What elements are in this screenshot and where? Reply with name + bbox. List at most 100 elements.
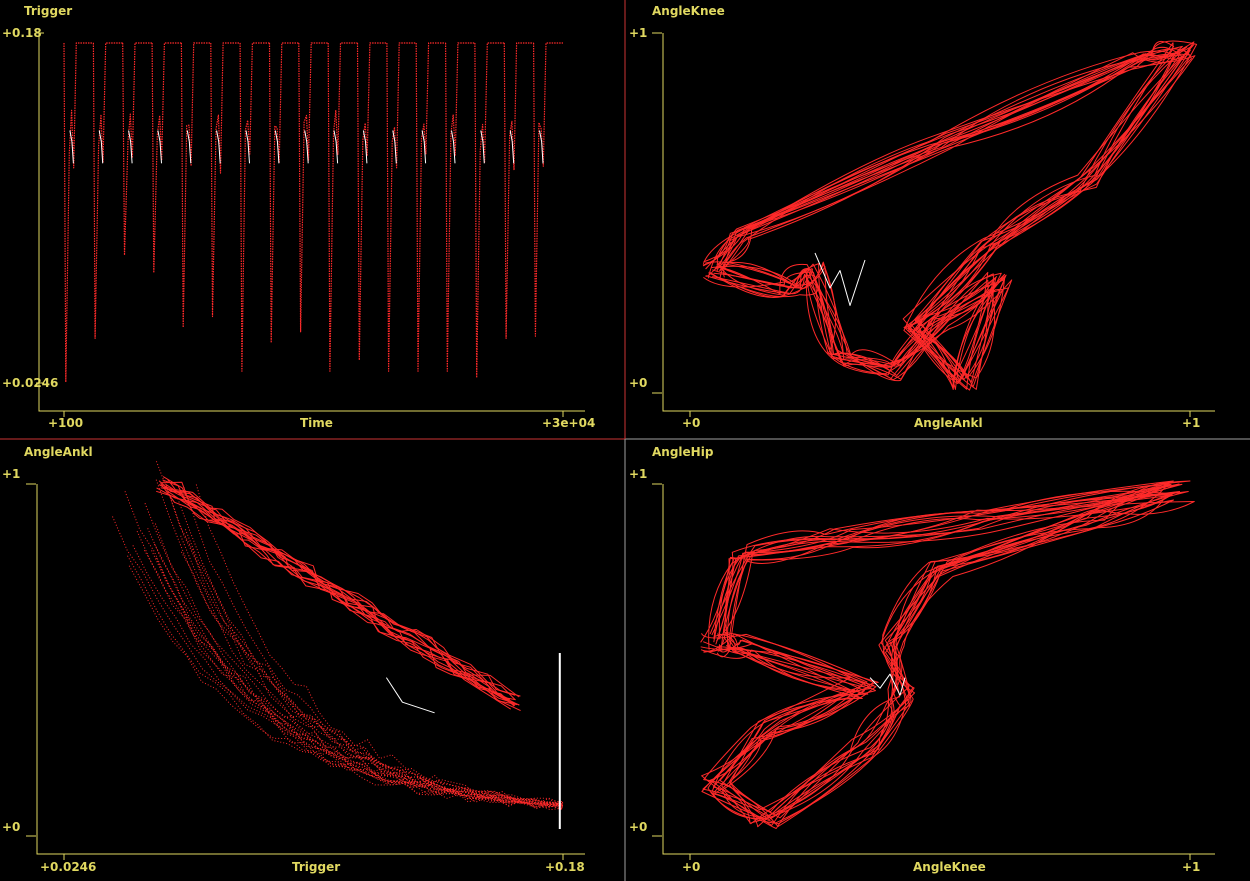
fan-trace xyxy=(124,491,564,808)
phase-loop xyxy=(705,40,1198,380)
fan-trace xyxy=(151,550,564,808)
trigger-highlight xyxy=(98,130,104,164)
trigger-cycle xyxy=(533,42,563,337)
phase-loop xyxy=(708,491,1181,826)
trigger-cycle xyxy=(239,42,270,372)
trigger-highlight xyxy=(304,130,309,164)
fan-trace xyxy=(155,479,564,805)
trigger-cycle xyxy=(122,42,153,256)
phase-loop xyxy=(704,54,1180,379)
phase-loop xyxy=(705,52,1176,390)
x-axis-label: AngleAnkl xyxy=(914,416,983,430)
ridge-trace xyxy=(158,480,516,701)
x-axis-label: AngleKnee xyxy=(913,860,986,874)
x-tick-left: +0.0246 xyxy=(40,860,96,874)
phase-loop xyxy=(701,501,1195,825)
fan-trace xyxy=(112,516,564,805)
panel-title: AngleKnee xyxy=(652,4,725,18)
trigger-cycle xyxy=(180,42,211,328)
x-tick-left: +100 xyxy=(48,416,83,430)
trigger-highlight xyxy=(245,130,250,164)
trigger-cycle xyxy=(415,42,446,372)
y-tick-bottom: +0 xyxy=(629,820,647,834)
panel-anglehip: AngleHip +1 +0 +0 +1 AngleKnee xyxy=(629,445,1215,874)
trigger-cycle xyxy=(327,42,358,372)
fan-trace xyxy=(184,529,564,806)
phase-loop xyxy=(719,48,1190,382)
y-tick-top: +0.18 xyxy=(2,26,42,40)
trigger-highlight xyxy=(362,130,368,164)
trigger-highlight xyxy=(274,130,280,164)
phase-loop xyxy=(700,493,1168,828)
phase-loop xyxy=(702,491,1189,825)
phase-loop xyxy=(702,52,1196,390)
y-tick-bottom: +0 xyxy=(2,820,20,834)
fan-trace xyxy=(177,498,564,804)
phase-highlight xyxy=(869,673,906,696)
trigger-cycle xyxy=(92,42,123,339)
trigger-cycle xyxy=(445,42,475,372)
trigger-highlight xyxy=(451,130,456,164)
fan-trace xyxy=(154,523,564,807)
axis-lines xyxy=(652,483,1215,860)
phase-loop xyxy=(702,49,1191,391)
phase-loop xyxy=(716,42,1174,388)
angleankl-trace xyxy=(112,461,564,829)
trigger-highlight xyxy=(539,130,544,164)
fan-trace xyxy=(165,485,564,809)
phase-highlight xyxy=(814,252,866,306)
trigger-cycle xyxy=(63,42,94,383)
x-tick-right: +3e+04 xyxy=(542,416,595,430)
y-tick-top: +1 xyxy=(629,26,647,40)
x-axis-label: Time xyxy=(300,416,333,430)
phase-loop xyxy=(714,499,1174,818)
phase-loop xyxy=(717,490,1172,815)
y-tick-top: +1 xyxy=(629,467,647,481)
axis-lines xyxy=(26,483,585,860)
fan-trace xyxy=(180,551,564,811)
trigger-highlight xyxy=(421,130,427,164)
panel-angleankl: AngleAnkl +1 +0 +0.0246 +0.18 Trigger xyxy=(2,445,585,874)
fan-trace xyxy=(153,543,564,810)
angleknee-trace xyxy=(702,40,1198,391)
x-tick-left: +0 xyxy=(682,860,700,874)
fan-trace xyxy=(155,461,564,805)
ridge-trace xyxy=(160,483,520,706)
ridge-trace xyxy=(162,479,520,698)
trigger-cycle xyxy=(474,42,505,379)
anglehip-trace xyxy=(700,480,1195,829)
phase-loop xyxy=(709,484,1171,819)
fan-trace xyxy=(143,549,564,808)
trigger-highlight xyxy=(509,130,515,164)
panel-title: Trigger xyxy=(24,4,72,18)
phase-loop xyxy=(701,483,1180,829)
trigger-trace xyxy=(63,42,563,383)
trigger-highlight xyxy=(157,130,162,164)
trigger-highlight xyxy=(128,130,133,164)
axis-lines xyxy=(36,32,585,417)
y-tick-top: +1 xyxy=(2,467,20,481)
x-tick-right: +0.18 xyxy=(545,860,585,874)
fan-trace xyxy=(195,484,564,807)
trigger-highlight xyxy=(216,130,221,164)
cluster-highlight xyxy=(385,677,435,714)
trigger-highlight xyxy=(69,130,74,164)
trigger-cycle xyxy=(503,42,534,339)
trigger-cycle xyxy=(151,42,182,274)
trigger-highlight xyxy=(392,130,397,164)
ridge-trace xyxy=(166,490,521,712)
axis-lines xyxy=(652,32,1215,417)
trigger-highlight xyxy=(186,130,192,164)
fan-trace xyxy=(156,557,564,810)
trigger-highlight xyxy=(480,130,485,164)
ridge-trace xyxy=(167,479,515,707)
trigger-highlight xyxy=(333,130,339,164)
x-axis-label: Trigger xyxy=(292,860,340,874)
panel-title: AngleAnkl xyxy=(24,445,93,459)
trigger-cycle xyxy=(268,42,299,344)
fan-trace xyxy=(136,530,564,805)
trigger-cycle xyxy=(386,42,417,372)
phase-loop xyxy=(709,50,1174,380)
ridge-trace xyxy=(165,483,511,700)
